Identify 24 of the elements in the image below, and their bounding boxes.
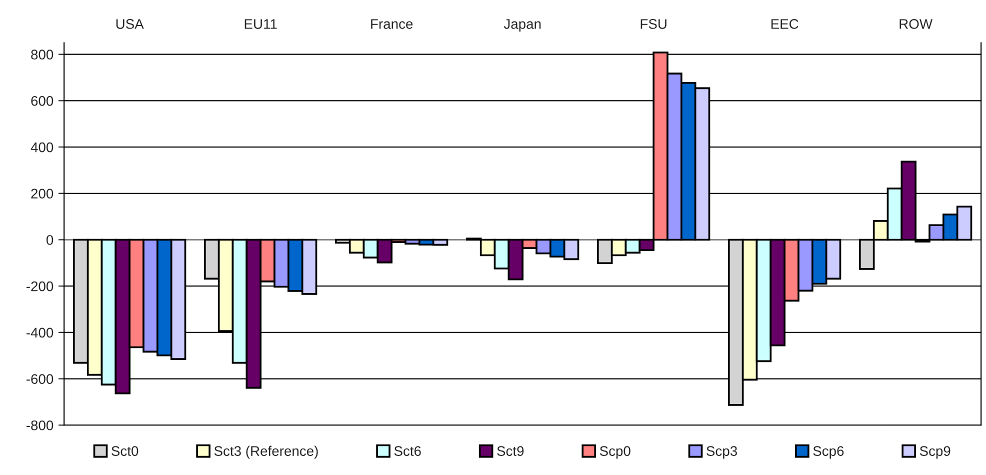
legend-label: Sct6: [394, 446, 421, 456]
y-tick-label: 600: [31, 96, 54, 106]
legend-label: Scp6: [813, 446, 844, 459]
y-tick-label: 200: [31, 188, 54, 199]
legend-label: Sct3 (Reference): [214, 446, 318, 459]
legend-label: Sct0: [112, 446, 138, 456]
x-tick-label: ROW: [900, 19, 932, 29]
y-tick-label: -600: [26, 374, 54, 384]
y-tick-label: -200: [26, 281, 54, 292]
x-tick-label: USA: [116, 19, 144, 29]
y-tick-label: 800: [31, 50, 54, 60]
x-tick-label: EEC: [771, 19, 798, 29]
x-tick-label: EU11: [244, 19, 277, 29]
legend-label: Scp0: [600, 446, 630, 459]
x-tick-label: Japan: [504, 19, 541, 32]
x-tick-label: France: [371, 19, 413, 29]
legend-label: Scp3: [706, 446, 737, 459]
y-tick-label: -400: [26, 328, 54, 338]
legend-label: Scp9: [920, 446, 950, 459]
x-tick-label: FSU: [640, 19, 666, 29]
y-tick-label: 0: [46, 235, 54, 245]
legend-label: Sct9: [497, 446, 524, 456]
y-tick-label: -800: [26, 420, 54, 430]
y-tick-label: 400: [30, 142, 54, 152]
